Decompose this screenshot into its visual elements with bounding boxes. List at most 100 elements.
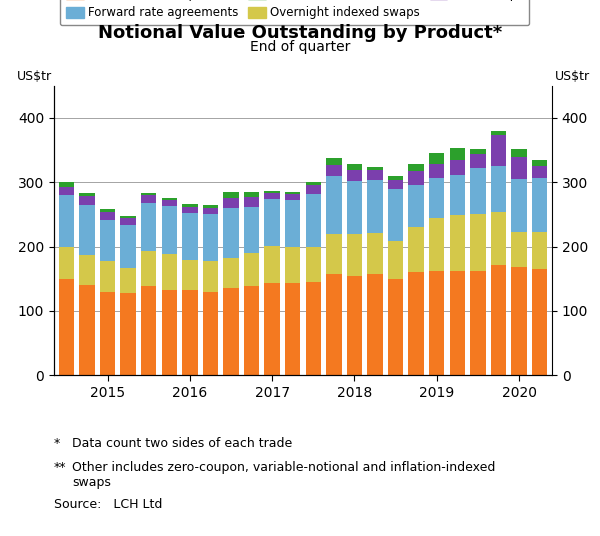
Bar bbox=[470, 214, 485, 271]
Bar bbox=[182, 207, 197, 213]
Bar bbox=[79, 205, 95, 255]
Bar bbox=[409, 172, 424, 185]
Bar bbox=[470, 271, 485, 375]
Bar bbox=[491, 135, 506, 166]
Text: **: ** bbox=[54, 461, 67, 474]
Bar bbox=[203, 260, 218, 292]
Bar bbox=[409, 272, 424, 375]
Text: Data count two sides of each trade: Data count two sides of each trade bbox=[72, 437, 292, 450]
Bar bbox=[141, 203, 157, 251]
Bar bbox=[388, 241, 403, 279]
Bar bbox=[367, 170, 383, 180]
Bar bbox=[305, 194, 321, 247]
Bar bbox=[285, 247, 301, 283]
Bar bbox=[388, 180, 403, 189]
Bar bbox=[244, 197, 259, 207]
Bar bbox=[285, 194, 301, 200]
Bar bbox=[326, 165, 341, 176]
Bar bbox=[223, 192, 239, 198]
Bar bbox=[305, 247, 321, 282]
Bar bbox=[223, 198, 239, 208]
Bar bbox=[141, 193, 157, 195]
Bar bbox=[244, 253, 259, 286]
Bar bbox=[388, 176, 403, 180]
Bar bbox=[100, 262, 115, 292]
Bar bbox=[532, 178, 547, 233]
Text: US$tr: US$tr bbox=[554, 70, 590, 83]
Bar bbox=[244, 207, 259, 253]
Bar bbox=[121, 293, 136, 375]
Bar bbox=[470, 150, 485, 154]
Bar bbox=[100, 292, 115, 375]
Bar bbox=[511, 232, 527, 267]
Bar bbox=[429, 271, 445, 375]
Bar bbox=[511, 267, 527, 375]
Bar bbox=[203, 214, 218, 260]
Bar bbox=[429, 164, 445, 178]
Bar bbox=[121, 218, 136, 225]
Bar bbox=[223, 288, 239, 375]
Bar bbox=[470, 154, 485, 168]
Bar bbox=[203, 205, 218, 208]
Bar bbox=[326, 176, 341, 234]
Bar bbox=[161, 206, 177, 254]
Bar bbox=[367, 180, 383, 233]
Bar bbox=[388, 279, 403, 375]
Bar bbox=[265, 283, 280, 375]
Bar bbox=[203, 208, 218, 214]
Text: Notional Value Outstanding by Product*: Notional Value Outstanding by Product* bbox=[98, 24, 502, 42]
Bar bbox=[347, 163, 362, 170]
Bar bbox=[161, 198, 177, 199]
Bar bbox=[429, 178, 445, 218]
Bar bbox=[141, 251, 157, 286]
Bar bbox=[511, 149, 527, 157]
Bar bbox=[429, 218, 445, 271]
Bar bbox=[59, 182, 74, 187]
Text: Other includes zero-coupon, variable-notional and inflation-indexed
swaps: Other includes zero-coupon, variable-not… bbox=[72, 461, 496, 489]
Text: US$tr: US$tr bbox=[16, 70, 52, 83]
Bar bbox=[326, 159, 341, 165]
Bar bbox=[244, 286, 259, 375]
Bar bbox=[532, 233, 547, 269]
Bar bbox=[79, 193, 95, 196]
Bar bbox=[59, 187, 74, 195]
Bar bbox=[223, 258, 239, 288]
Bar bbox=[79, 255, 95, 285]
Bar bbox=[409, 227, 424, 272]
Bar bbox=[182, 291, 197, 375]
Text: *: * bbox=[54, 437, 60, 450]
Bar bbox=[223, 208, 239, 258]
Legend: Interest rate swaps, Forward rate agreements, Other**, Overnight indexed swaps, : Interest rate swaps, Forward rate agreem… bbox=[60, 0, 529, 25]
Bar bbox=[79, 285, 95, 375]
Bar bbox=[100, 220, 115, 262]
Bar bbox=[305, 282, 321, 375]
Bar bbox=[59, 279, 74, 375]
Bar bbox=[182, 260, 197, 291]
Bar bbox=[491, 166, 506, 212]
Bar bbox=[285, 192, 301, 194]
Bar bbox=[409, 163, 424, 172]
Bar bbox=[265, 246, 280, 283]
Bar bbox=[429, 153, 445, 164]
Bar bbox=[100, 212, 115, 220]
Bar bbox=[326, 274, 341, 375]
Bar bbox=[182, 213, 197, 260]
Bar bbox=[265, 199, 280, 246]
Bar bbox=[449, 215, 465, 271]
Bar bbox=[470, 168, 485, 214]
Bar bbox=[532, 160, 547, 166]
Bar bbox=[491, 212, 506, 265]
Bar bbox=[161, 254, 177, 289]
Bar bbox=[449, 175, 465, 215]
Text: End of quarter: End of quarter bbox=[250, 40, 350, 54]
Text: Source:   LCH Ltd: Source: LCH Ltd bbox=[54, 498, 163, 511]
Bar bbox=[161, 289, 177, 375]
Bar bbox=[491, 131, 506, 135]
Bar bbox=[121, 269, 136, 293]
Bar bbox=[347, 276, 362, 375]
Bar bbox=[511, 157, 527, 179]
Bar bbox=[161, 199, 177, 206]
Bar bbox=[121, 225, 136, 269]
Bar bbox=[367, 273, 383, 375]
Bar bbox=[388, 189, 403, 241]
